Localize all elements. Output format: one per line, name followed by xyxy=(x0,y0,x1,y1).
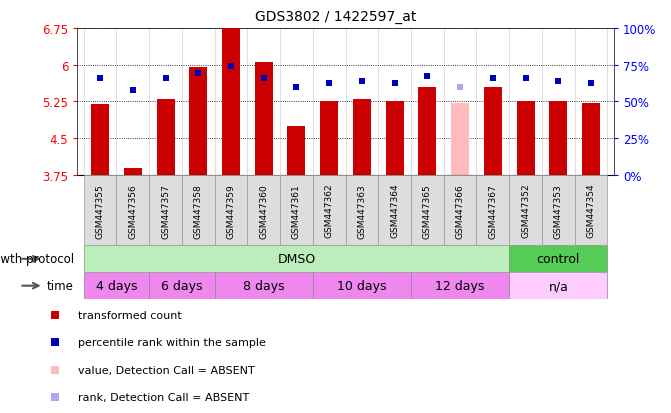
Text: growth protocol: growth protocol xyxy=(0,253,74,266)
Bar xyxy=(215,176,248,246)
Bar xyxy=(280,176,313,246)
Bar xyxy=(215,273,313,299)
Text: GSM447355: GSM447355 xyxy=(95,183,105,238)
Bar xyxy=(91,104,109,176)
Bar xyxy=(419,88,436,176)
Bar xyxy=(346,176,378,246)
Text: GDS3802 / 1422597_at: GDS3802 / 1422597_at xyxy=(255,10,416,24)
Bar xyxy=(313,176,346,246)
Text: GSM447352: GSM447352 xyxy=(521,183,530,238)
Text: transformed count: transformed count xyxy=(78,310,182,320)
Text: n/a: n/a xyxy=(548,280,568,292)
Text: 6 days: 6 days xyxy=(161,280,203,292)
Bar xyxy=(222,29,240,176)
Text: GSM447362: GSM447362 xyxy=(325,183,333,238)
Bar xyxy=(117,176,149,246)
Bar xyxy=(411,176,444,246)
Bar xyxy=(84,176,117,246)
Bar xyxy=(411,273,509,299)
Bar xyxy=(542,176,574,246)
Text: GSM447356: GSM447356 xyxy=(128,183,138,238)
Bar xyxy=(149,273,215,299)
Text: 12 days: 12 days xyxy=(435,280,485,292)
Bar xyxy=(509,273,607,299)
Bar xyxy=(378,176,411,246)
Text: 4 days: 4 days xyxy=(96,280,137,292)
Bar xyxy=(353,100,371,176)
Text: GSM447366: GSM447366 xyxy=(456,183,464,238)
Text: time: time xyxy=(47,280,74,292)
Bar xyxy=(156,100,174,176)
Bar xyxy=(182,176,215,246)
Bar xyxy=(484,88,502,176)
Bar xyxy=(255,63,272,176)
Text: 8 days: 8 days xyxy=(243,280,285,292)
Bar xyxy=(509,246,607,273)
Text: rank, Detection Call = ABSENT: rank, Detection Call = ABSENT xyxy=(78,392,249,402)
Text: GSM447359: GSM447359 xyxy=(227,183,236,238)
Bar xyxy=(386,102,404,176)
Bar xyxy=(517,102,535,176)
Text: DMSO: DMSO xyxy=(277,253,315,266)
Text: GSM447360: GSM447360 xyxy=(259,183,268,238)
Text: percentile rank within the sample: percentile rank within the sample xyxy=(78,337,266,347)
Text: control: control xyxy=(537,253,580,266)
Text: GSM447357: GSM447357 xyxy=(161,183,170,238)
Bar xyxy=(189,68,207,176)
Text: GSM447354: GSM447354 xyxy=(586,183,596,238)
Text: GSM447367: GSM447367 xyxy=(488,183,497,238)
Text: GSM447361: GSM447361 xyxy=(292,183,301,238)
Bar xyxy=(476,176,509,246)
Bar xyxy=(574,176,607,246)
Bar xyxy=(509,176,542,246)
Text: GSM447358: GSM447358 xyxy=(194,183,203,238)
Bar xyxy=(313,273,411,299)
Text: 10 days: 10 days xyxy=(338,280,386,292)
Bar xyxy=(84,246,509,273)
Bar xyxy=(582,104,600,176)
Bar xyxy=(444,176,476,246)
Bar xyxy=(287,127,305,176)
Bar xyxy=(320,102,338,176)
Bar xyxy=(550,102,567,176)
Text: value, Detection Call = ABSENT: value, Detection Call = ABSENT xyxy=(78,365,254,375)
Bar xyxy=(124,168,142,176)
Text: GSM447363: GSM447363 xyxy=(358,183,366,238)
Text: GSM447353: GSM447353 xyxy=(554,183,563,238)
Text: GSM447365: GSM447365 xyxy=(423,183,432,238)
Bar xyxy=(84,273,149,299)
Bar xyxy=(149,176,182,246)
Bar xyxy=(451,104,469,176)
Bar xyxy=(248,176,280,246)
Text: GSM447364: GSM447364 xyxy=(390,183,399,238)
